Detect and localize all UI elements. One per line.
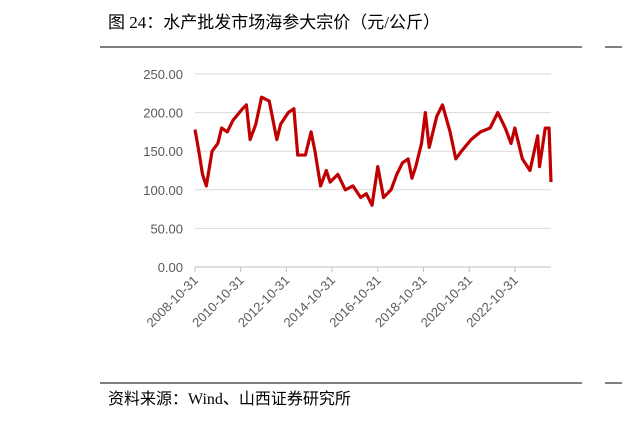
y-tick-label: 100.00 [143,183,183,198]
chart-title: 图 24：水产批发市场海参大宗价（元/公斤） [108,13,440,32]
y-tick-label: 0.00 [158,260,183,275]
y-tick-label: 50.00 [150,221,183,236]
y-tick-label: 150.00 [143,144,183,159]
data-line [193,95,553,207]
source-note: 资料来源：Wind、山西证券研究所 [108,390,351,408]
y-tick-label: 250.00 [143,67,183,82]
y-tick-label: 200.00 [143,106,183,121]
